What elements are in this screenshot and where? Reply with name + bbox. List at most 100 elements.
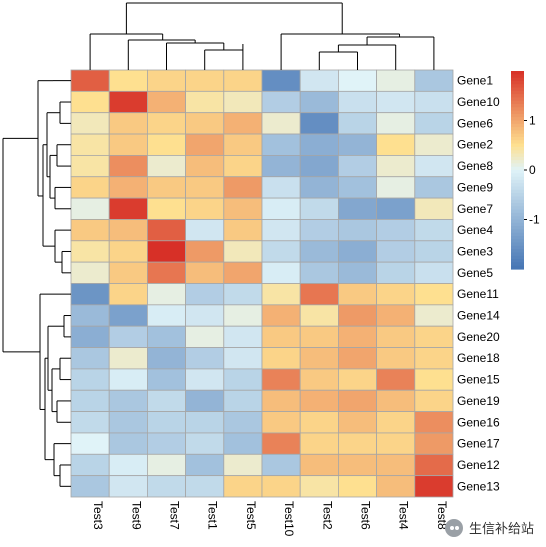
heatmap-cell: [337, 432, 377, 455]
heatmap-cell: [337, 389, 377, 413]
heatmap-cell: [70, 347, 110, 370]
colorbar-segment: [511, 242, 524, 247]
colorbar-segment: [511, 189, 524, 194]
wechat-icon: [444, 518, 463, 537]
heatmap-cell: [376, 176, 416, 199]
heatmap-cell: [146, 283, 186, 306]
heatmap-cell: [337, 219, 377, 242]
heatmap-cell: [146, 154, 186, 178]
colorbar-segment: [511, 113, 524, 118]
heatmap-cell: [70, 133, 110, 156]
row-label: Gene2: [457, 138, 493, 152]
colorbar-segment: [511, 94, 524, 98]
heatmap-cell: [146, 432, 186, 455]
heatmap-cell: [261, 133, 301, 156]
heatmap-cell: [376, 219, 416, 242]
colorbar-segment: [511, 193, 524, 197]
heatmap-cell: [299, 347, 339, 370]
heatmap-cell: [337, 261, 377, 284]
heatmap-cell: [376, 197, 416, 220]
colorbar-segment: [511, 196, 524, 201]
heatmap-cell: [299, 69, 339, 92]
colorbar-segment: [511, 262, 524, 267]
colorbar-segment: [511, 186, 524, 191]
heatmap-cell: [70, 325, 110, 348]
heatmap-cell: [70, 197, 110, 220]
heatmap-cell: [337, 133, 377, 156]
heatmap-cell: [376, 475, 416, 498]
heatmap-cell: [414, 176, 454, 199]
watermark: 生信补给站: [444, 518, 534, 537]
heatmap-cell: [185, 304, 225, 327]
heatmap-cell: [108, 411, 148, 434]
heatmap-cell: [414, 389, 454, 413]
heatmap-cell: [108, 475, 148, 498]
heatmap-cell: [146, 261, 186, 284]
column-label: Test10: [282, 501, 296, 537]
heatmap-cell: [299, 304, 339, 327]
column-label: Test6: [359, 501, 373, 530]
colorbar-segment: [511, 219, 524, 224]
heatmap-cell: [185, 112, 225, 135]
heatmap-cell: [261, 475, 301, 498]
colorbar-segment: [511, 166, 524, 171]
heatmap-cell: [299, 411, 339, 434]
colorbar-segment: [511, 170, 524, 174]
colorbar-segment: [511, 90, 524, 95]
colorbar-segment: [511, 160, 524, 164]
heatmap-cell: [70, 219, 110, 242]
row-label: Gene20: [457, 330, 500, 344]
heatmap-cell: [185, 325, 225, 348]
colorbar-segment: [511, 245, 524, 250]
colorbar-segment: [511, 80, 524, 85]
heatmap-cell: [185, 475, 225, 498]
heatmap-cell: [414, 475, 454, 498]
row-label: Gene17: [457, 437, 500, 451]
heatmap-cell: [108, 112, 148, 135]
heatmap-cell: [185, 154, 225, 178]
colorbar-segment: [511, 239, 524, 244]
heatmap-cell: [337, 347, 377, 370]
heatmap-cell: [261, 389, 301, 413]
heatmap-cell: [146, 475, 186, 498]
heatmap-cell: [261, 154, 301, 178]
heatmap-cell: [337, 154, 377, 178]
heatmap-cell: [376, 304, 416, 327]
heatmap-cell: [299, 219, 339, 242]
colorbar-segment: [511, 259, 524, 263]
heatmap-cell: [146, 176, 186, 199]
heatmap-cell: [185, 432, 225, 455]
heatmap-cell: [70, 261, 110, 284]
colorbar-segment: [511, 232, 524, 237]
heatmap-cell: [337, 368, 377, 391]
heatmap-cell: [337, 475, 377, 498]
heatmap-cell: [414, 453, 454, 477]
heatmap-cell: [223, 453, 263, 477]
colorbar-segment: [511, 226, 524, 230]
heatmap-cell: [223, 432, 263, 455]
heatmap-cell: [70, 475, 110, 498]
colorbar-segment: [511, 143, 524, 148]
heatmap-cell: [223, 240, 263, 263]
heatmap-cell: [108, 347, 148, 370]
heatmap-cell: [146, 69, 186, 92]
column-label: Test1: [206, 501, 220, 530]
heatmap-cell: [261, 368, 301, 391]
heatmap-cell: [70, 90, 110, 114]
heatmap-cell: [414, 90, 454, 114]
row-label: Gene14: [457, 309, 500, 323]
heatmap-cell: [185, 133, 225, 156]
colorbar-segment: [511, 84, 524, 89]
heatmap-cell: [70, 411, 110, 434]
heatmap-cell: [146, 219, 186, 242]
heatmap-cell: [299, 368, 339, 391]
heatmap-cell: [70, 69, 110, 92]
heatmap-cell: [223, 197, 263, 220]
heatmap-cell: [337, 304, 377, 327]
colorbar-segment: [511, 77, 524, 82]
heatmap-cell: [70, 453, 110, 477]
row-label: Gene4: [457, 223, 493, 237]
colorbar-segment: [511, 133, 524, 138]
heatmap-cell: [414, 368, 454, 391]
heatmap-cell: [185, 453, 225, 477]
